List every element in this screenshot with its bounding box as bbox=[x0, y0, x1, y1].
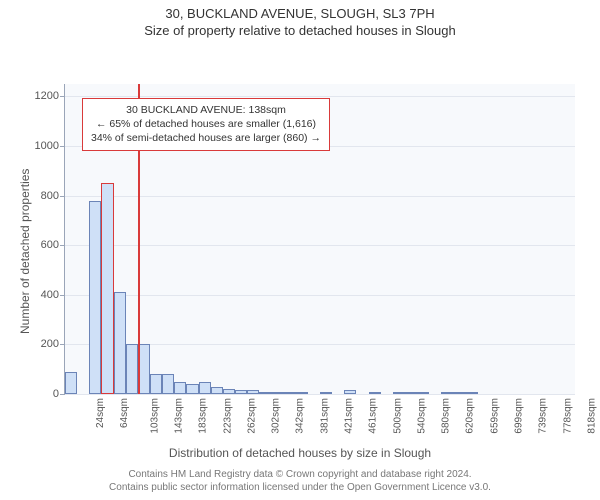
bar bbox=[344, 390, 356, 394]
x-axis-title: Distribution of detached houses by size … bbox=[0, 446, 600, 460]
bar bbox=[235, 390, 247, 394]
bar bbox=[211, 387, 223, 394]
bar bbox=[174, 382, 186, 394]
gridline bbox=[65, 394, 575, 395]
bar bbox=[320, 392, 332, 394]
bar bbox=[417, 392, 429, 394]
x-tick-label: 461sqm bbox=[368, 398, 379, 434]
bar bbox=[223, 389, 235, 394]
x-tick-label: 540sqm bbox=[416, 398, 427, 434]
y-axis-title: Number of detached properties bbox=[18, 169, 32, 334]
x-tick-label: 421sqm bbox=[344, 398, 355, 434]
credits-line-1: Contains HM Land Registry data © Crown c… bbox=[0, 468, 600, 481]
x-tick-label: 500sqm bbox=[392, 398, 403, 434]
gridline bbox=[65, 196, 575, 197]
y-tick-label: 400 bbox=[41, 289, 65, 301]
bar bbox=[126, 344, 138, 394]
y-tick-label: 200 bbox=[41, 338, 65, 350]
bar bbox=[393, 392, 405, 394]
bar bbox=[259, 392, 271, 394]
x-tick-label: 143sqm bbox=[174, 398, 185, 434]
callout-line: 34% of semi-detached houses are larger (… bbox=[91, 131, 321, 145]
bar bbox=[101, 183, 113, 394]
gridline bbox=[65, 295, 575, 296]
bar bbox=[441, 392, 453, 394]
page-subtitle: Size of property relative to detached ho… bbox=[0, 23, 600, 38]
bar bbox=[369, 392, 381, 394]
bar bbox=[65, 372, 77, 394]
chart-container: 0 200 400 600 800 1000 1200 24sqm 64sqm 103sqm 143… bbox=[0, 38, 600, 438]
bar bbox=[186, 384, 198, 394]
y-tick-label: 800 bbox=[41, 190, 65, 202]
callout-line: 30 BUCKLAND AVENUE: 138sqm bbox=[91, 103, 321, 117]
credits: Contains HM Land Registry data © Crown c… bbox=[0, 468, 600, 494]
bar bbox=[405, 392, 417, 394]
x-tick-label: 620sqm bbox=[465, 398, 476, 434]
x-tick-label: 739sqm bbox=[538, 398, 549, 434]
x-tick-label: 342sqm bbox=[295, 398, 306, 434]
y-tick-label: 1200 bbox=[35, 90, 65, 102]
bar bbox=[271, 392, 283, 394]
bar bbox=[247, 390, 259, 394]
x-tick-label: 818sqm bbox=[586, 398, 597, 434]
x-tick-label: 64sqm bbox=[119, 398, 130, 428]
x-tick-label: 699sqm bbox=[514, 398, 525, 434]
bar bbox=[466, 392, 478, 394]
bar bbox=[199, 382, 211, 394]
y-tick-label: 600 bbox=[41, 239, 65, 251]
x-tick-label: 223sqm bbox=[222, 398, 233, 434]
y-tick-label: 1000 bbox=[35, 140, 65, 152]
bar bbox=[114, 292, 126, 394]
title-block: 30, BUCKLAND AVENUE, SLOUGH, SL3 7PH Siz… bbox=[0, 0, 600, 38]
page-title: 30, BUCKLAND AVENUE, SLOUGH, SL3 7PH bbox=[0, 6, 600, 21]
bar bbox=[454, 392, 466, 394]
x-tick-label: 262sqm bbox=[246, 398, 257, 434]
bar bbox=[162, 374, 174, 394]
x-tick-label: 778sqm bbox=[562, 398, 573, 434]
bar bbox=[284, 392, 296, 394]
x-tick-label: 302sqm bbox=[271, 398, 282, 434]
gridline bbox=[65, 245, 575, 246]
callout-line: ← 65% of detached houses are smaller (1,… bbox=[91, 117, 321, 131]
x-tick-label: 659sqm bbox=[489, 398, 500, 434]
x-tick-label: 580sqm bbox=[441, 398, 452, 434]
x-tick-label: 381sqm bbox=[319, 398, 330, 434]
y-tick-label: 0 bbox=[53, 388, 65, 400]
bar bbox=[150, 374, 162, 394]
x-tick-label: 24sqm bbox=[95, 398, 106, 428]
bar bbox=[89, 201, 101, 394]
callout-box: 30 BUCKLAND AVENUE: 138sqm← 65% of detac… bbox=[82, 98, 330, 151]
x-tick-label: 183sqm bbox=[198, 398, 209, 434]
x-tick-label: 103sqm bbox=[149, 398, 160, 434]
bar bbox=[296, 392, 308, 394]
credits-line-2: Contains public sector information licen… bbox=[0, 481, 600, 494]
